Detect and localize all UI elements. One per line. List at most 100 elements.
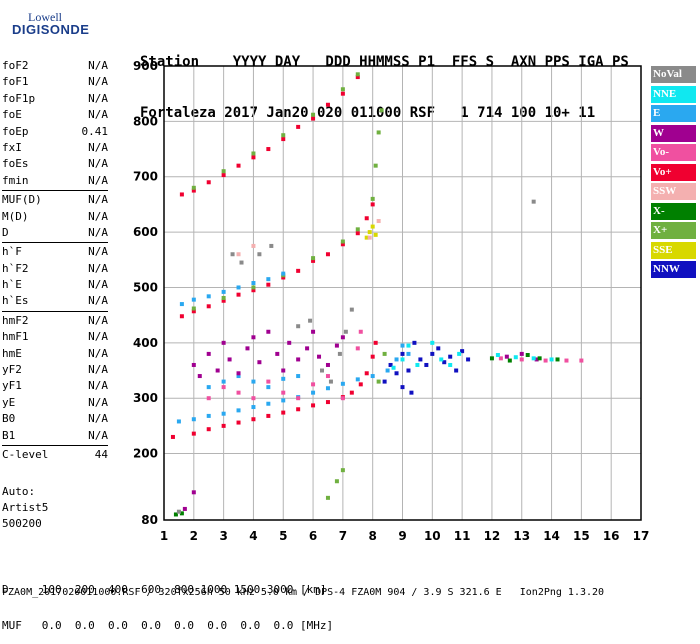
data-point — [221, 423, 226, 428]
param-row-fof2: foF2 N/A — [2, 58, 108, 74]
data-point — [311, 403, 316, 408]
data-point — [182, 506, 187, 511]
param-value: 44 — [94, 447, 108, 461]
x-tick-label: 14 — [543, 529, 560, 543]
data-point — [311, 116, 316, 121]
param-value: N/A — [88, 428, 108, 442]
data-point — [534, 357, 539, 362]
param-name: foE — [2, 108, 22, 122]
y-tick-label: 300 — [133, 391, 158, 405]
x-tick-label: 2 — [190, 529, 198, 543]
param-row-hmf2: hmF2 N/A — [2, 313, 108, 329]
data-point — [305, 346, 310, 351]
param-name: foF2 — [2, 59, 29, 72]
data-point — [257, 252, 262, 257]
data-point — [340, 381, 345, 386]
data-point — [266, 329, 271, 334]
data-point — [191, 417, 196, 422]
param-row-hf2: h`F2 N/A — [2, 261, 108, 277]
data-point — [406, 351, 411, 356]
param-value: N/A — [88, 330, 108, 344]
series-vo — [206, 329, 584, 401]
data-point — [498, 356, 503, 361]
data-point — [325, 400, 330, 405]
x-tick-label: 7 — [339, 529, 347, 543]
data-point — [412, 340, 417, 345]
data-point — [340, 335, 345, 340]
data-point — [370, 224, 375, 229]
data-point — [391, 365, 396, 370]
param-name: C-level — [2, 447, 49, 461]
data-point — [236, 371, 241, 376]
data-point — [296, 124, 301, 129]
data-point — [355, 346, 360, 351]
data-point — [415, 362, 420, 367]
y-tick-label: 600 — [133, 225, 158, 239]
data-point — [340, 87, 345, 92]
data-point — [221, 298, 226, 303]
data-point — [245, 346, 250, 351]
param-name: foF1p — [2, 91, 36, 105]
data-point — [206, 304, 211, 309]
data-point — [355, 231, 360, 236]
data-point — [367, 235, 372, 240]
parameter-panel: foF2 N/A foF1 N/A foF1p N/A foE N/A foEp 0.41 fxI N… — [2, 58, 108, 463]
legend-item-e: E — [651, 105, 696, 122]
data-point — [325, 386, 330, 391]
data-point — [406, 343, 411, 348]
data-point — [221, 173, 226, 178]
data-point — [281, 398, 286, 403]
data-point — [334, 343, 339, 348]
data-point — [281, 368, 286, 373]
data-point — [251, 396, 256, 401]
param-row-b0: B0 N/A — [2, 411, 108, 427]
param-name: D — [2, 225, 9, 239]
data-point — [504, 354, 509, 359]
data-point — [436, 346, 441, 351]
data-point — [221, 295, 226, 300]
autoscaler-version: 500200 — [2, 517, 42, 530]
data-point — [325, 495, 330, 500]
data-point — [251, 281, 256, 286]
data-point — [317, 354, 322, 359]
chart-grid — [163, 65, 642, 521]
data-point — [251, 285, 256, 290]
data-point — [448, 362, 453, 367]
y-tick-label: 400 — [133, 336, 158, 350]
data-point — [296, 374, 301, 379]
data-point — [179, 192, 184, 197]
param-name: h`Es — [2, 294, 29, 308]
data-point — [448, 354, 453, 359]
x-tick-label: 13 — [513, 529, 530, 543]
data-point — [364, 216, 369, 221]
param-row-yf1: yF1 N/A — [2, 378, 108, 394]
param-row-fxi: fxI N/A — [2, 140, 108, 156]
data-point — [236, 420, 241, 425]
data-point — [191, 431, 196, 436]
digisonde-logo: Lowell DIGISONDE — [0, 0, 100, 45]
legend-item-noval: NoVal — [651, 66, 696, 83]
x-tick-labels: 1 2 3 4 5 6 7 8 9 10 11 12 13 14 15 16 17 — [160, 529, 650, 543]
param-row-ye: yE N/A — [2, 395, 108, 411]
distance-row: D 100 200 400 600 800 1000 1500 3000 [km… — [2, 583, 327, 596]
y-tick-label: 800 — [133, 114, 158, 128]
data-point — [334, 479, 339, 484]
param-row-he: h`E N/A — [2, 277, 108, 293]
data-point — [206, 427, 211, 432]
param-value: N/A — [88, 225, 108, 239]
data-point — [206, 413, 211, 418]
data-point — [400, 357, 405, 362]
data-point — [367, 230, 372, 235]
param-row-foep: foEp 0.41 — [2, 124, 108, 140]
data-point — [191, 362, 196, 367]
data-point — [281, 390, 286, 395]
data-point — [320, 368, 325, 373]
data-point — [206, 180, 211, 185]
param-value: N/A — [88, 346, 108, 360]
data-point — [531, 199, 536, 204]
data-point — [179, 511, 184, 516]
param-name: fxI — [2, 140, 22, 154]
param-row-yf2: yF2 N/A — [2, 362, 108, 378]
data-point — [394, 371, 399, 376]
data-point — [236, 163, 241, 168]
